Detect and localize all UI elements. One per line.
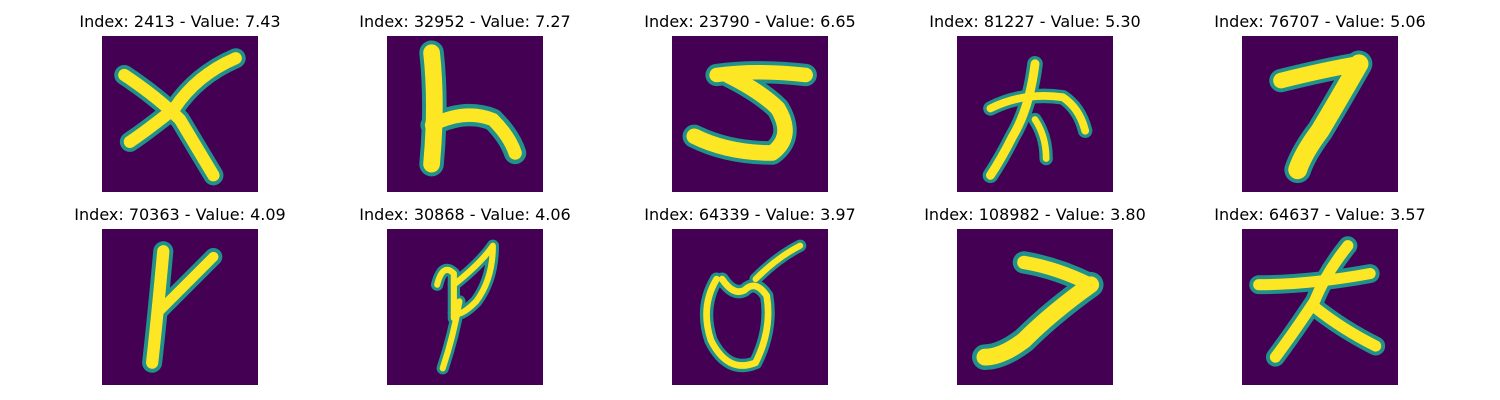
panel-0: Index: 2413 - Value: 7.43 bbox=[30, 0, 330, 192]
panel-title: Index: 64339 - Value: 3.97 bbox=[644, 205, 856, 224]
glyph-h-shape bbox=[419, 40, 527, 177]
glyph-kanji-shape bbox=[982, 56, 1093, 184]
panel-title: Index: 76707 - Value: 5.06 bbox=[1214, 12, 1426, 31]
glyph-image bbox=[102, 229, 258, 385]
panel-3: Index: 81227 - Value: 5.30 bbox=[885, 0, 1185, 192]
glyph-7-shape bbox=[1269, 50, 1373, 184]
glyph-image bbox=[1242, 36, 1398, 192]
glyph-slash-7-shape bbox=[972, 251, 1104, 370]
glyph-image bbox=[387, 36, 543, 192]
panel-title: Index: 70363 - Value: 4.09 bbox=[74, 205, 286, 224]
glyph-u-loop-shape bbox=[699, 239, 807, 373]
panel-6: Index: 30868 - Value: 4.06 bbox=[315, 193, 615, 385]
panel-title: Index: 32952 - Value: 7.27 bbox=[359, 12, 571, 31]
panel-2: Index: 23790 - Value: 6.65 bbox=[600, 0, 900, 192]
panel-5: Index: 70363 - Value: 4.09 bbox=[30, 193, 330, 385]
panel-title: Index: 2413 - Value: 7.43 bbox=[79, 12, 281, 31]
glyph-5-shape bbox=[682, 61, 817, 165]
panel-title: Index: 64637 - Value: 3.57 bbox=[1214, 205, 1426, 224]
panel-7: Index: 64339 - Value: 3.97 bbox=[600, 193, 900, 385]
glyph-image bbox=[102, 36, 258, 192]
glyph-image bbox=[387, 229, 543, 385]
panel-title: Index: 108982 - Value: 3.80 bbox=[924, 205, 1146, 224]
glyph-x-shape bbox=[114, 48, 246, 186]
glyph-cross-shape bbox=[1249, 236, 1386, 367]
glyph-image bbox=[957, 36, 1113, 192]
panel-4: Index: 76707 - Value: 5.06 bbox=[1170, 0, 1470, 192]
glyph-image bbox=[957, 229, 1113, 385]
glyph-image bbox=[672, 229, 828, 385]
panel-title: Index: 30868 - Value: 4.06 bbox=[359, 205, 571, 224]
panel-title: Index: 81227 - Value: 5.30 bbox=[929, 12, 1141, 31]
panel-8: Index: 108982 - Value: 3.80 bbox=[885, 193, 1185, 385]
glyph-y-shape bbox=[142, 241, 223, 373]
panel-9: Index: 64637 - Value: 3.57 bbox=[1170, 193, 1470, 385]
glyph-image bbox=[672, 36, 828, 192]
glyph-p-loop-shape bbox=[431, 239, 499, 375]
panel-title: Index: 23790 - Value: 6.65 bbox=[644, 12, 856, 31]
glyph-image bbox=[1242, 229, 1398, 385]
panel-1: Index: 32952 - Value: 7.27 bbox=[315, 0, 615, 192]
